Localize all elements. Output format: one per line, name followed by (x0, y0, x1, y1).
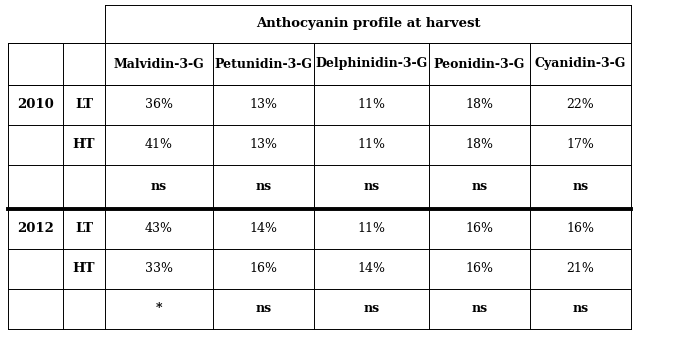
Text: ns: ns (255, 302, 271, 315)
Text: ns: ns (363, 302, 379, 315)
Text: 14%: 14% (358, 262, 385, 276)
Text: ns: ns (572, 180, 589, 193)
Text: 36%: 36% (145, 98, 173, 111)
Text: 18%: 18% (466, 139, 493, 151)
Text: 11%: 11% (358, 139, 385, 151)
Text: 41%: 41% (145, 139, 173, 151)
Text: Peonidin-3-G: Peonidin-3-G (434, 57, 525, 70)
Text: Cyanidin-3-G: Cyanidin-3-G (535, 57, 626, 70)
Text: ns: ns (572, 302, 589, 315)
Text: 11%: 11% (358, 98, 385, 111)
Text: 2012: 2012 (17, 223, 54, 236)
Text: 13%: 13% (250, 139, 277, 151)
Text: Delphinidin-3-G: Delphinidin-3-G (315, 57, 428, 70)
Text: ns: ns (471, 302, 487, 315)
Text: 16%: 16% (466, 262, 493, 276)
Text: Anthocyanin profile at harvest: Anthocyanin profile at harvest (256, 17, 480, 30)
Text: 43%: 43% (145, 223, 173, 236)
Text: 14%: 14% (250, 223, 277, 236)
Text: LT: LT (75, 223, 93, 236)
Text: 16%: 16% (566, 223, 595, 236)
Text: Malvidin-3-G: Malvidin-3-G (113, 57, 205, 70)
Text: 13%: 13% (250, 98, 277, 111)
Text: 11%: 11% (358, 223, 385, 236)
Text: HT: HT (73, 262, 95, 276)
Text: ns: ns (255, 180, 271, 193)
Text: 22%: 22% (566, 98, 595, 111)
Text: ns: ns (151, 180, 167, 193)
Text: 33%: 33% (145, 262, 173, 276)
Text: 16%: 16% (250, 262, 277, 276)
Text: *: * (156, 302, 162, 315)
Text: HT: HT (73, 139, 95, 151)
Text: 21%: 21% (566, 262, 595, 276)
Text: LT: LT (75, 98, 93, 111)
Text: ns: ns (363, 180, 379, 193)
Text: 18%: 18% (466, 98, 493, 111)
Text: 2010: 2010 (17, 98, 54, 111)
Text: 17%: 17% (566, 139, 595, 151)
Text: 16%: 16% (466, 223, 493, 236)
Text: Petunidin-3-G: Petunidin-3-G (215, 57, 313, 70)
Text: ns: ns (471, 180, 487, 193)
